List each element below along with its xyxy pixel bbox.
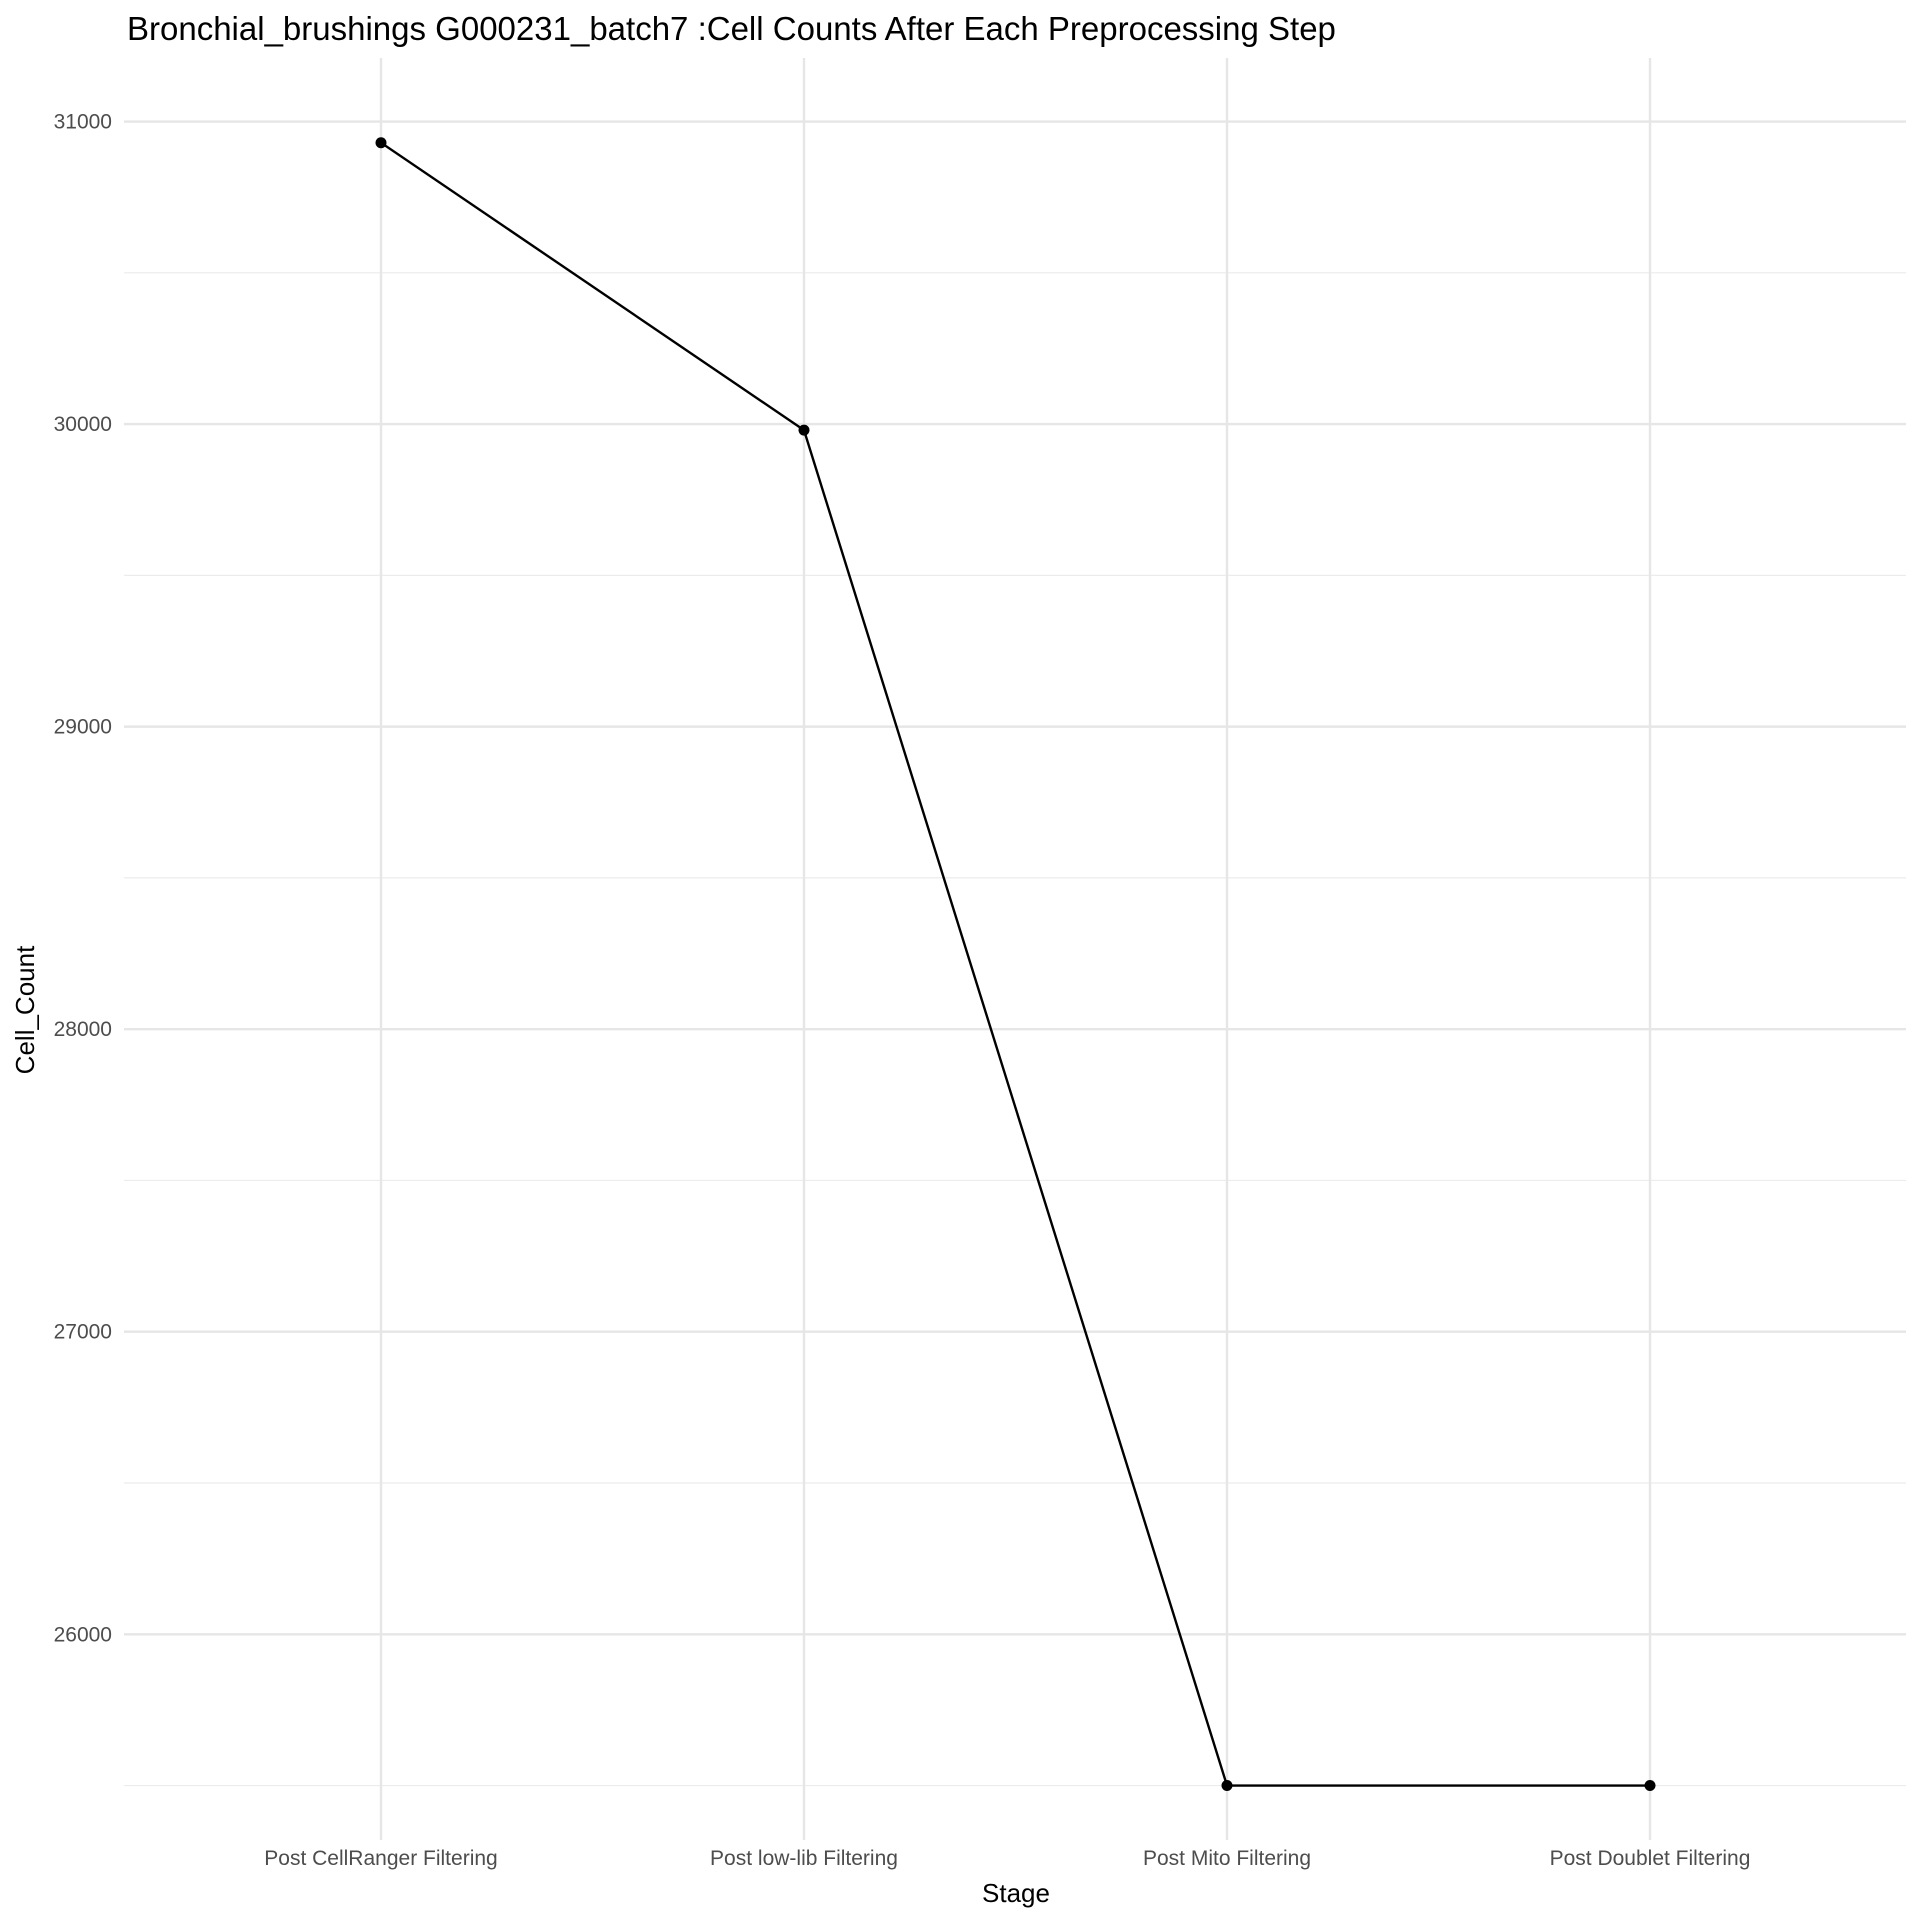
y-tick-label: 27000 — [54, 1321, 112, 1344]
x-tick-label: Post Doublet Filtering — [1550, 1847, 1751, 1870]
x-tick-label: Post low-lib Filtering — [710, 1847, 898, 1870]
data-point — [798, 424, 810, 436]
data-series — [375, 137, 1656, 1792]
x-axis-ticks: Post CellRanger Filtering Post low-lib Fi… — [264, 1847, 1750, 1870]
data-point — [1644, 1780, 1656, 1792]
x-axis-title: Stage — [982, 1878, 1050, 1908]
x-tick-label: Post Mito Filtering — [1143, 1847, 1311, 1870]
data-point — [1221, 1780, 1233, 1792]
x-tick-label: Post CellRanger Filtering — [264, 1847, 497, 1870]
y-axis-title: Cell_Count — [10, 945, 40, 1074]
y-tick-label: 28000 — [54, 1018, 112, 1041]
y-axis-ticks: 26000 27000 28000 29000 30000 31000 — [54, 111, 112, 1647]
series-line — [380, 141, 1650, 1787]
y-tick-label: 30000 — [54, 413, 112, 436]
y-tick-label: 31000 — [54, 111, 112, 134]
y-tick-label: 29000 — [54, 716, 112, 739]
y-tick-label: 26000 — [54, 1623, 112, 1646]
data-point — [375, 137, 387, 149]
major-gridlines — [124, 58, 1906, 1840]
chart-title: Bronchial_brushings G000231_batch7 :Cell… — [127, 10, 1336, 47]
